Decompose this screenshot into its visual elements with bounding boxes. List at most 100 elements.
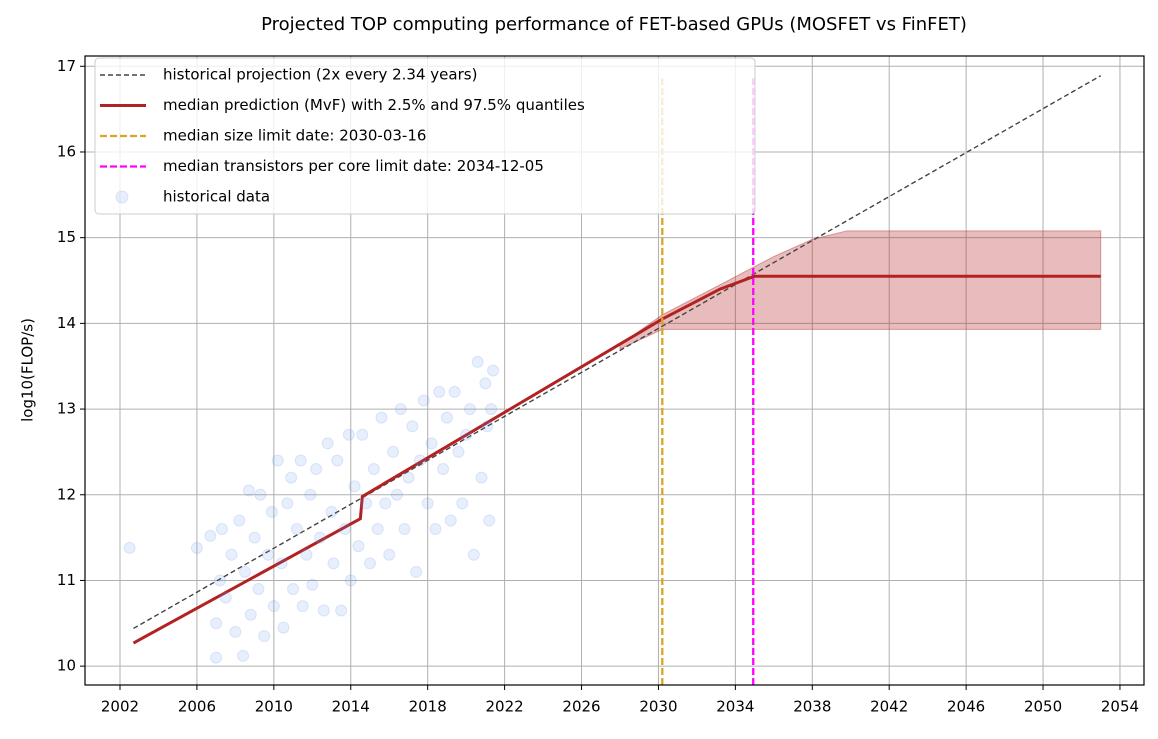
scatter-point [410, 565, 423, 578]
scatter-point [300, 548, 313, 561]
scatter-point [387, 445, 400, 458]
x-tick-label: 2018 [409, 698, 447, 716]
y-tick-label: 13 [57, 400, 76, 418]
y-tick-label: 12 [57, 485, 76, 503]
scatter-point [433, 385, 446, 398]
chart-title: Projected TOP computing performance of F… [261, 14, 967, 35]
scatter-point [294, 454, 307, 467]
scatter-point [213, 574, 226, 587]
scatter-point [238, 565, 251, 578]
scatter-point [321, 437, 334, 450]
scatter-point [296, 600, 309, 613]
legend-label: median prediction (MvF) with 2.5% and 97… [163, 96, 585, 114]
scatter-point [306, 578, 319, 591]
scatter-point [310, 463, 323, 476]
scatter-point [421, 497, 434, 510]
scatter-point [290, 523, 303, 536]
scatter-point [325, 505, 338, 518]
scatter-point [406, 420, 419, 433]
line-series [133, 75, 1102, 630]
scatter-point [379, 497, 392, 510]
scatter-point [344, 574, 357, 587]
y-tick-label: 14 [57, 314, 76, 332]
scatter-point [265, 505, 278, 518]
scatter-point [367, 463, 380, 476]
scatter-point [471, 355, 484, 368]
scatter-point [481, 420, 494, 433]
scatter-point [360, 497, 373, 510]
scatter-point [375, 411, 388, 424]
scatter-point [413, 454, 426, 467]
scatter-point [342, 428, 355, 441]
x-tick-label: 2050 [1024, 698, 1062, 716]
legend-box [94, 57, 756, 215]
scatter-point [479, 377, 492, 390]
scatter-point [440, 411, 453, 424]
y-tick-label: 11 [57, 571, 76, 589]
scatter-point [313, 531, 326, 544]
scatter-point [267, 600, 280, 613]
legend-label: historical projection (2x every 2.34 yea… [163, 66, 477, 84]
scatter-point [233, 514, 246, 527]
x-tick-label: 2038 [793, 698, 831, 716]
scatter-point [287, 583, 300, 596]
scatter-point [258, 630, 271, 643]
scatter-point [237, 649, 250, 662]
scatter-point [252, 583, 265, 596]
scatter-point [275, 557, 288, 570]
legend-label: historical data [163, 188, 270, 206]
scatter-point [394, 403, 407, 416]
x-tick-label: 2030 [639, 698, 677, 716]
scatter-point [229, 625, 242, 638]
x-tick-label: 2010 [255, 698, 293, 716]
legend-marker [115, 190, 129, 204]
scatter-point [475, 471, 488, 484]
scatter-point [331, 454, 344, 467]
scatter-point [417, 394, 430, 407]
scatter-point [254, 488, 267, 501]
x-tick-label: 2006 [178, 698, 216, 716]
x-tick-label: 2022 [486, 698, 524, 716]
scatter-point [244, 608, 257, 621]
scatter-point [204, 529, 217, 542]
scatter-point [429, 523, 442, 536]
scatter-point [338, 523, 351, 536]
scatter-point [402, 471, 415, 484]
y-axis-label: log10(FLOP/s) [19, 318, 37, 422]
scatter-point [281, 497, 294, 510]
scatter-point [277, 621, 290, 634]
scatter-point [483, 514, 496, 527]
x-tick-label: 2034 [716, 698, 754, 716]
x-tick-label: 2054 [1101, 698, 1139, 716]
scatter-point [456, 497, 469, 510]
y-tick-label: 17 [57, 57, 76, 75]
x-tick-label: 2002 [101, 698, 139, 716]
scatter-point [356, 428, 369, 441]
scatter-point [437, 463, 450, 476]
scatter-point [285, 471, 298, 484]
plot-frame [84, 55, 1145, 686]
scatter-point [425, 437, 438, 450]
scatter-point [190, 541, 203, 554]
scatter-point [248, 531, 261, 544]
scatter-point [215, 523, 228, 536]
scatter-point [390, 488, 403, 501]
legend-label: median transistors per core limit date: … [163, 157, 544, 175]
y-tick-label: 16 [57, 142, 76, 160]
scatter-point [210, 651, 223, 664]
y-tick-label: 10 [57, 657, 76, 675]
scatter-point [348, 480, 361, 493]
scatter-point [371, 523, 384, 536]
scatter-point [383, 548, 396, 561]
y-tick-label: 15 [57, 228, 76, 246]
scatter-point [467, 548, 480, 561]
scatter-point [448, 385, 461, 398]
quantile-band [619, 230, 1102, 350]
scatter-point [304, 488, 317, 501]
scatter-point [363, 557, 376, 570]
scatter-point [444, 514, 457, 527]
scatter-point [210, 617, 223, 630]
scatter-point [242, 484, 255, 497]
legend-label: median size limit date: 2030-03-16 [163, 127, 426, 145]
